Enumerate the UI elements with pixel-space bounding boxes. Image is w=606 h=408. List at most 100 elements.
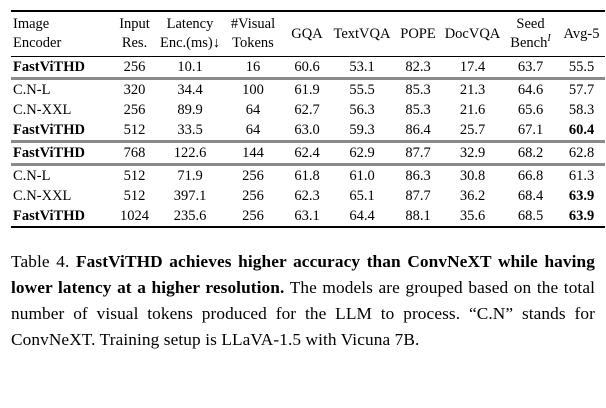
column-header-label: DocVQA bbox=[444, 25, 501, 42]
encoder-name-cell: C.N-XXL bbox=[13, 101, 72, 118]
table-header-row: Image Encoder Input Res. Latency Enc.(ms)↓ #Vi… bbox=[11, 11, 605, 57]
table-cell: 57.7 bbox=[568, 81, 595, 98]
column-header-line2: Enc.(ms)↓ bbox=[160, 35, 220, 52]
table-cell: 63.9 bbox=[568, 207, 595, 224]
table-cell: 63.1 bbox=[294, 207, 320, 224]
table-cell: 82.3 bbox=[405, 58, 431, 75]
table-cell: 71.9 bbox=[177, 167, 203, 184]
column-header: TextVQA bbox=[330, 11, 394, 57]
table-cell: 256 bbox=[123, 58, 146, 75]
column-header-line2: BenchI bbox=[510, 33, 551, 52]
table-cell: 62.8 bbox=[568, 144, 595, 161]
table-cell: 85.3 bbox=[405, 81, 431, 98]
column-header: #Visual Tokens bbox=[222, 11, 284, 57]
table-row: FastViTHD 256 10.1 16 60.6 53.1 82.3 17.4 63.7 55… bbox=[11, 57, 605, 79]
encoder-name-cell: C.N-L bbox=[13, 81, 51, 98]
encoder-name-cell: C.N-XXL bbox=[13, 187, 72, 204]
column-header: GQA bbox=[284, 11, 330, 57]
column-header-line1: Seed bbox=[516, 16, 545, 32]
table-cell: 61.9 bbox=[294, 81, 320, 98]
table-cell: 65.6 bbox=[517, 101, 544, 118]
table-row: C.N-XXL 256 89.9 64 62.7 56.3 85.3 21.6 65.6 58.3 bbox=[11, 100, 605, 120]
caption-segment: Table 4. bbox=[11, 252, 77, 272]
table-cell: 53.1 bbox=[349, 58, 375, 75]
column-header-line2: Res. bbox=[121, 35, 148, 52]
table-cell: 55.5 bbox=[568, 58, 595, 75]
table-row: FastViTHD 512 33.5 64 63.0 59.3 86.4 25.7 67.1 60… bbox=[11, 120, 605, 142]
caption-segment: The models are grouped based on the tota… bbox=[11, 278, 596, 350]
table-cell: 67.1 bbox=[517, 121, 544, 138]
table-cell: 1024 bbox=[120, 207, 149, 224]
table-cell: 30.8 bbox=[459, 167, 486, 184]
table-cell: 33.5 bbox=[177, 121, 203, 138]
table-cell: 61.8 bbox=[294, 167, 320, 184]
table-cell: 88.1 bbox=[405, 207, 431, 224]
table-cell: 36.2 bbox=[459, 187, 486, 204]
table-cell: 60.6 bbox=[294, 58, 320, 75]
column-header: POPE bbox=[394, 11, 442, 57]
column-header-superscript: I bbox=[547, 33, 551, 45]
table-cell: 87.7 bbox=[405, 187, 431, 204]
table-cell: 58.3 bbox=[568, 101, 595, 118]
encoder-name-cell: FastViTHD bbox=[13, 207, 85, 224]
table-cell: 10.1 bbox=[177, 58, 203, 75]
table-cell: 63.9 bbox=[568, 187, 595, 204]
table-cell: 17.4 bbox=[459, 58, 486, 75]
table-cell: 64 bbox=[245, 101, 261, 118]
column-header: Avg-5 bbox=[558, 11, 605, 57]
results-table: Image Encoder Input Res. Latency Enc.(ms)↓ #Vi… bbox=[11, 10, 605, 229]
table-cell: 768 bbox=[123, 144, 146, 161]
table-cell: 320 bbox=[123, 81, 146, 98]
table-cell: 25.7 bbox=[459, 121, 486, 138]
table-row: C.N-XXL 512 397.1 256 62.3 65.1 87.7 36.2 68.4 63… bbox=[11, 186, 605, 206]
table-cell: 256 bbox=[123, 101, 146, 118]
table-row: FastViTHD 1024 235.6 256 63.1 64.4 88.1 35.6 68.… bbox=[11, 206, 605, 227]
table-cell: 62.4 bbox=[294, 144, 320, 161]
table-cell: 68.2 bbox=[517, 144, 544, 161]
column-header-line1: Image bbox=[13, 16, 50, 32]
table-cell: 256 bbox=[242, 167, 264, 184]
column-header-line2: Encoder bbox=[13, 35, 62, 52]
column-header: Image Encoder bbox=[11, 11, 111, 57]
column-header-line2: Tokens bbox=[232, 35, 274, 52]
table-cell: 85.3 bbox=[405, 101, 431, 118]
table-cell: 512 bbox=[123, 187, 146, 204]
table-cell: 60.4 bbox=[568, 121, 595, 138]
table-cell: 16 bbox=[245, 58, 261, 75]
caption-segment: FastViTHD achieves higher accuracy than … bbox=[11, 252, 595, 298]
table-cell: 68.4 bbox=[517, 187, 544, 204]
table-cell: 65.1 bbox=[349, 187, 375, 204]
table-row: C.N-L 512 71.9 256 61.8 61.0 86.3 30.8 66.8 61.3 bbox=[11, 165, 605, 187]
table-cell: 89.9 bbox=[177, 101, 203, 118]
table-cell: 144 bbox=[242, 144, 264, 161]
table-cell: 21.3 bbox=[459, 81, 486, 98]
table-cell: 68.5 bbox=[517, 207, 544, 224]
table-cell: 235.6 bbox=[173, 207, 207, 224]
table-row: FastViTHD 768 122.6 144 62.4 62.9 87.7 32.9 68.2… bbox=[11, 142, 605, 165]
column-header: Input Res. bbox=[111, 11, 158, 57]
table-cell: 62.3 bbox=[294, 187, 320, 204]
table-cell: 397.1 bbox=[173, 187, 207, 204]
table-cell: 64.6 bbox=[517, 81, 544, 98]
column-header: DocVQA bbox=[442, 11, 503, 57]
column-header-label: GQA bbox=[291, 25, 323, 42]
table-cell: 86.3 bbox=[405, 167, 431, 184]
encoder-name-cell: FastViTHD bbox=[13, 121, 85, 138]
token-group: C.N-L 512 71.9 256 61.8 61.0 86.3 30.8 66.8 61.3 C… bbox=[11, 164, 605, 228]
column-header-label: TextVQA bbox=[333, 25, 391, 42]
table-cell: 61.0 bbox=[349, 167, 375, 184]
column-header-line1: Latency bbox=[166, 16, 214, 32]
encoder-name-cell: C.N-L bbox=[13, 167, 51, 184]
column-header-line1: #Visual bbox=[230, 16, 276, 32]
table-cell: 34.4 bbox=[177, 81, 203, 98]
table-cell: 56.3 bbox=[349, 101, 375, 118]
table-cell: 256 bbox=[242, 207, 264, 224]
token-group: FastViTHD 768 122.6 144 62.4 62.9 87.7 32.9 68.2… bbox=[11, 141, 605, 165]
table-cell: 62.7 bbox=[294, 101, 320, 118]
table-cell: 35.6 bbox=[459, 207, 486, 224]
column-header-label: POPE bbox=[400, 25, 436, 42]
table-cell: 55.5 bbox=[349, 81, 375, 98]
table-cell: 63.7 bbox=[517, 58, 544, 75]
table-row: C.N-L 320 34.4 100 61.9 55.5 85.3 21.3 64.6 57.7 bbox=[11, 79, 605, 101]
